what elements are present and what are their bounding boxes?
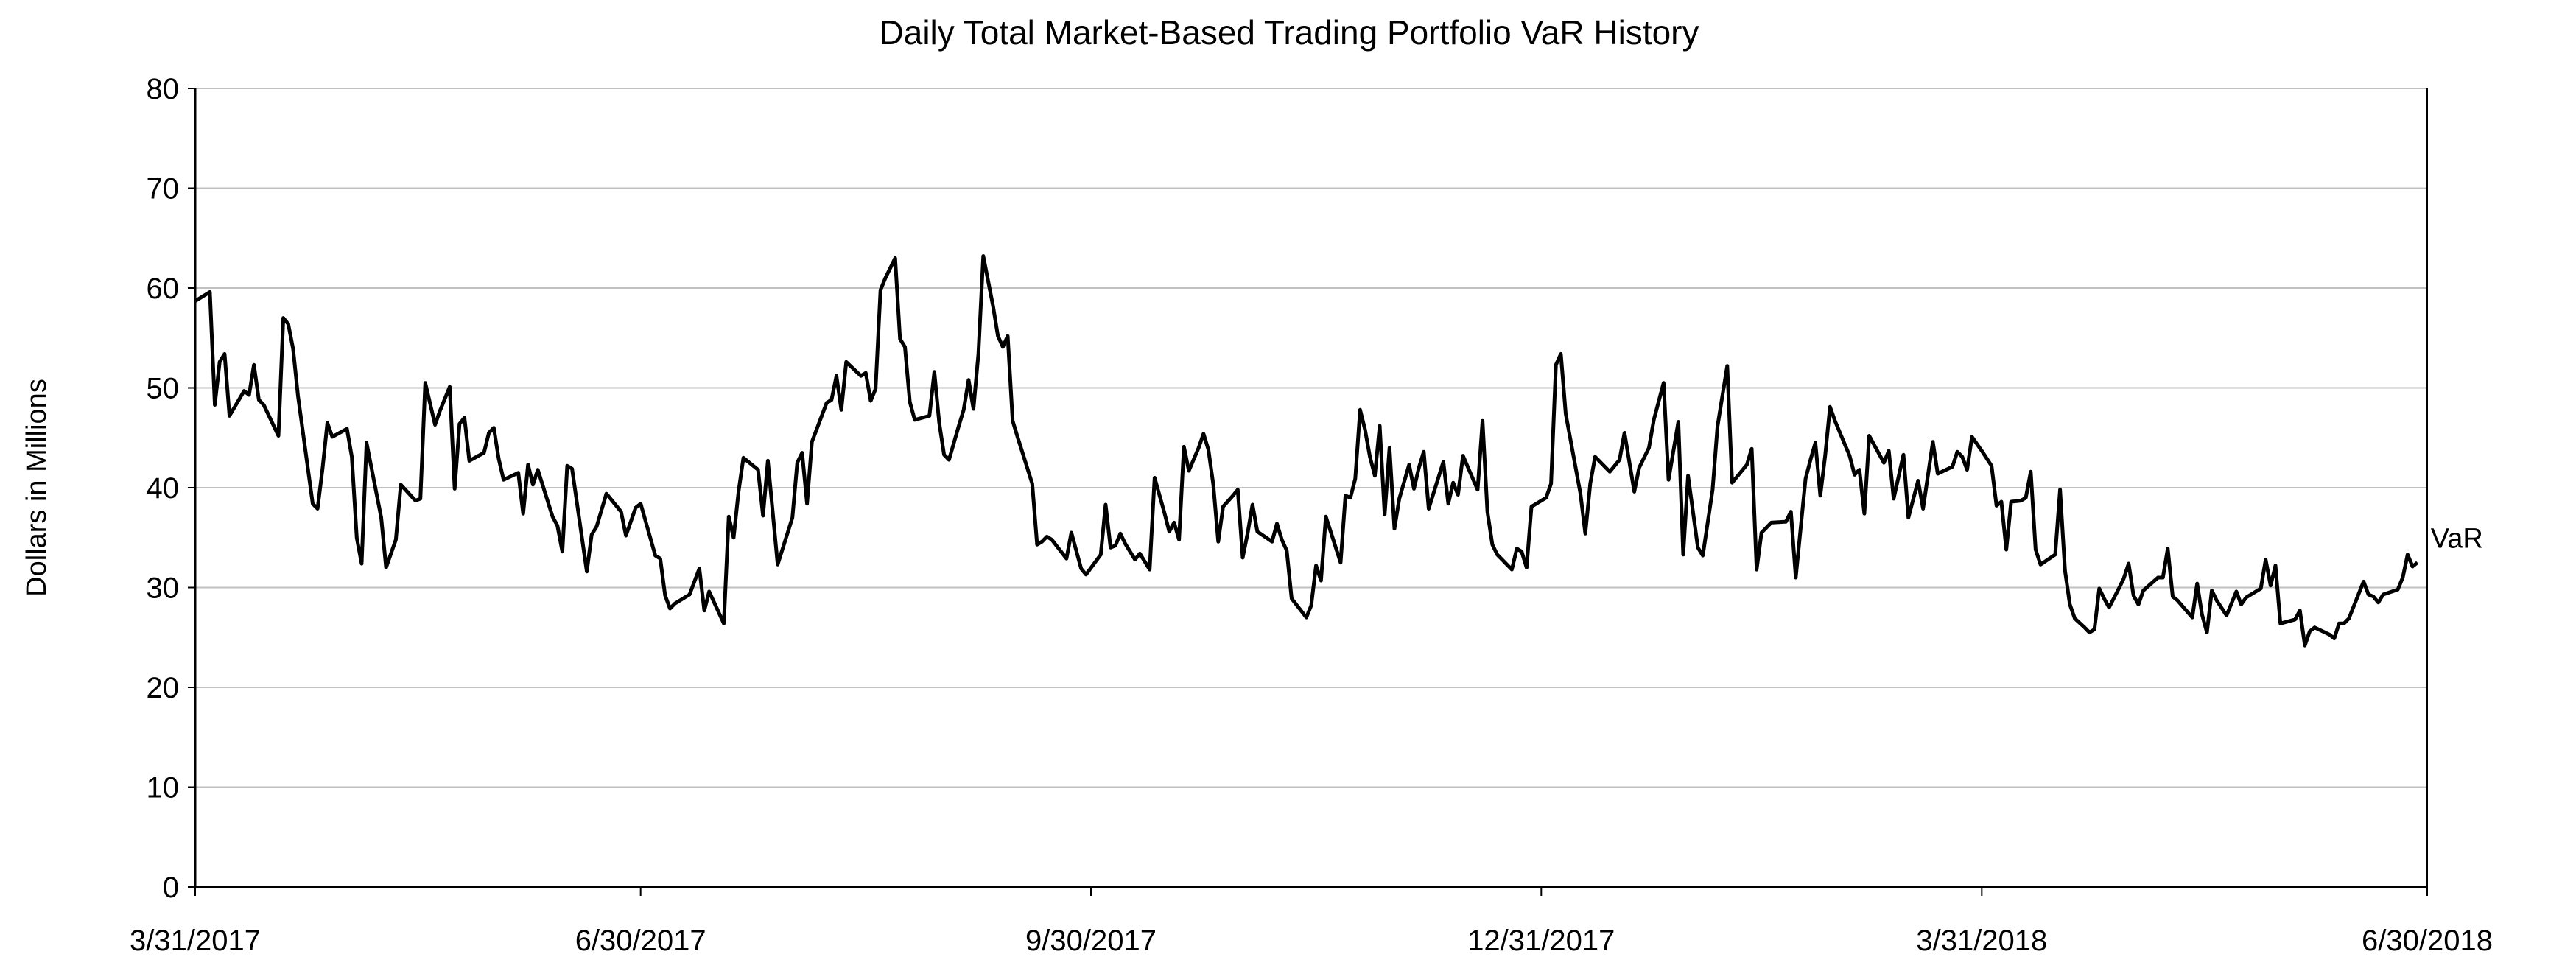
x-tick-labels: 3/31/2017 6/30/2017 9/30/2017 12/31/2017 3/3…: [130, 925, 2493, 957]
y-tick-labels: 0 10 20 30 40 50 60 70 80: [147, 73, 180, 904]
y-axis-title: Dollars in Millions: [21, 379, 52, 597]
y-tick-label: 40: [147, 472, 180, 505]
y-tick-label: 0: [163, 872, 179, 904]
y-tick-label: 70: [147, 173, 180, 206]
y-tick-label: 10: [147, 772, 180, 805]
series-group: VaR: [194, 254, 2483, 648]
var-series-line: [194, 254, 2419, 648]
chart-title: Daily Total Market-Based Trading Portfol…: [880, 13, 1699, 52]
x-tick-label: 3/31/2017: [130, 925, 261, 957]
y-tick-label: 60: [147, 273, 180, 305]
y-tick-label: 20: [147, 672, 180, 704]
y-tick-label: 50: [147, 373, 180, 405]
series-label-var: VaR: [2431, 524, 2483, 555]
x-tick-label: 6/30/2017: [575, 925, 706, 957]
axes: [188, 88, 2428, 896]
x-tick-label: 3/31/2018: [1916, 925, 2047, 957]
gridlines: [195, 88, 2427, 788]
x-tick-label: 9/30/2017: [1025, 925, 1157, 957]
y-tick-label: 30: [147, 572, 180, 605]
x-tick-label: 6/30/2018: [2362, 925, 2493, 957]
y-tick-label: 80: [147, 73, 180, 105]
x-tick-label: 12/31/2017: [1467, 925, 1615, 957]
